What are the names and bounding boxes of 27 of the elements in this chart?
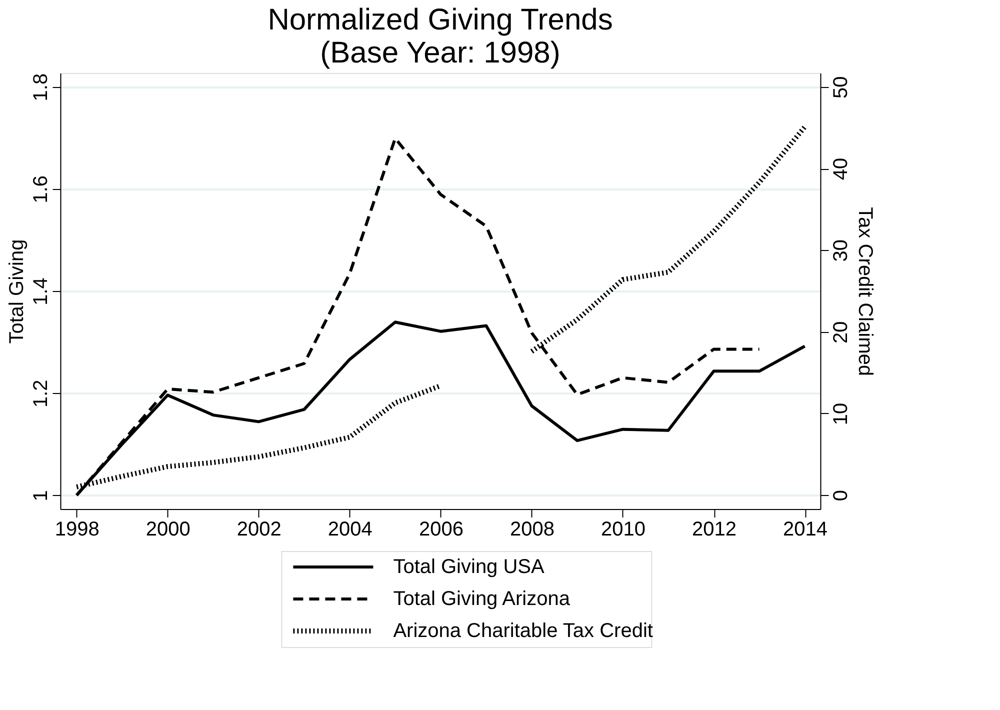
y2-tick-label: 10 (830, 402, 852, 426)
y-tick-label: 1.8 (30, 73, 52, 102)
x-tick-label: 2012 (692, 518, 737, 540)
y2-axis-title: Tax Credit Claimed (854, 207, 876, 376)
y-tick-label: 1 (30, 490, 52, 502)
x-tick-label: 2008 (510, 518, 554, 540)
x-tick-label: 2002 (236, 518, 282, 540)
y2-tick-label: 40 (830, 158, 852, 180)
legend-label: Total Giving Arizona (393, 588, 571, 610)
y2-tick-label: 50 (830, 76, 852, 99)
x-tick-label: 2014 (783, 518, 828, 540)
chart-title: Normalized Giving Trends (268, 3, 613, 36)
legend-label: Total Giving USA (393, 556, 546, 578)
x-tick-label: 1998 (54, 518, 100, 540)
y-axis-title: Total Giving (6, 239, 28, 344)
y2-tick-label: 30 (830, 240, 852, 262)
y-tick-label: 1.2 (30, 380, 52, 408)
legend-label: Arizona Charitable Tax Credit (393, 620, 654, 642)
x-tick-label: 2010 (600, 518, 646, 540)
y2-tick-label: 20 (830, 321, 852, 344)
y-tick-label: 1.6 (30, 175, 52, 204)
x-tick-label: 2006 (418, 518, 464, 540)
y-tick-label: 1.4 (30, 278, 52, 306)
x-tick-label: 2004 (328, 518, 372, 540)
chart-subtitle: (Base Year: 1998) (320, 36, 560, 70)
x-tick-label: 2000 (146, 518, 190, 540)
y2-tick-label: 0 (830, 490, 852, 502)
